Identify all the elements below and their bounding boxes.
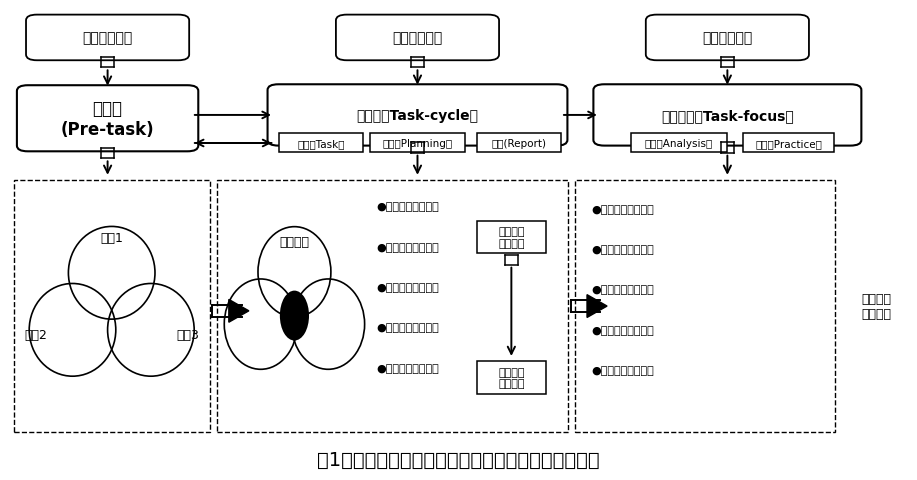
Bar <box>477 134 560 153</box>
Text: 任务环（Task-cycle）: 任务环（Task-cycle） <box>357 108 479 123</box>
Text: 任务聚焦（Task-focus）: 任务聚焦（Task-focus） <box>661 108 794 123</box>
FancyBboxPatch shape <box>26 15 189 61</box>
Bar <box>14 180 210 432</box>
Bar <box>279 134 363 153</box>
Bar <box>477 361 546 394</box>
FancyBboxPatch shape <box>17 86 198 152</box>
Text: 分析（Analysis）: 分析（Analysis） <box>645 139 713 149</box>
Text: 操练（Practice）: 操练（Practice） <box>755 139 822 149</box>
Text: 学生主体作用: 学生主体作用 <box>392 31 443 45</box>
Polygon shape <box>229 300 249 323</box>
Text: 课程3: 课程3 <box>176 328 199 341</box>
Text: 任务（Task）: 任务（Task） <box>297 139 345 149</box>
Ellipse shape <box>280 291 309 341</box>
Text: 任务共享: 任务共享 <box>280 236 309 249</box>
Text: 报告(Report): 报告(Report) <box>492 139 547 149</box>
FancyBboxPatch shape <box>593 85 861 146</box>
Text: 服务课程
场所实践: 服务课程 场所实践 <box>861 292 891 320</box>
Bar <box>575 180 834 432</box>
FancyBboxPatch shape <box>646 15 809 61</box>
Text: ●校外导师任务点评: ●校外导师任务点评 <box>591 365 655 375</box>
FancyBboxPatch shape <box>268 85 568 146</box>
Text: 计划（Planning）: 计划（Planning） <box>382 139 453 149</box>
Text: 小组任务
成果汇报: 小组任务 成果汇报 <box>498 227 525 249</box>
Text: ●分工小组深入研讨: ●分工小组深入研讨 <box>377 363 439 373</box>
Text: ●学生个人任务自评: ●学生个人任务自评 <box>591 204 655 214</box>
Bar <box>217 180 568 432</box>
Bar <box>477 221 546 254</box>
Text: 课程任务
成果共享: 课程任务 成果共享 <box>498 367 525 388</box>
Text: 课程1: 课程1 <box>100 231 123 244</box>
Text: 课程2: 课程2 <box>25 328 48 341</box>
FancyBboxPatch shape <box>336 15 499 61</box>
Text: ●分工小组任务自评: ●分工小组任务自评 <box>591 244 655 254</box>
Text: 反馈测评作用: 反馈测评作用 <box>702 31 753 45</box>
Text: 教师主导作用: 教师主导作用 <box>83 31 133 45</box>
Bar <box>370 134 465 153</box>
Text: ●课堂实践场所调研: ●课堂实践场所调研 <box>377 282 439 292</box>
Text: ●新建任务分工协作: ●新建任务分工协作 <box>377 242 439 252</box>
Text: ●校外导师深度交流: ●校外导师深度交流 <box>377 323 439 333</box>
Text: ●分工小组任务互评: ●分工小组任务互评 <box>591 285 655 295</box>
Polygon shape <box>587 295 607 318</box>
Text: ●前期共享资料研读: ●前期共享资料研读 <box>377 202 439 212</box>
Text: 图1旅游管理专业移动课堂任务共享型教学方法结构图: 图1旅游管理专业移动课堂任务共享型教学方法结构图 <box>317 450 600 468</box>
Bar <box>631 134 727 153</box>
Text: ●任课教师任务整评: ●任课教师任务整评 <box>591 325 655 335</box>
Text: 前任务
(Pre-task): 前任务 (Pre-task) <box>61 100 154 138</box>
Bar <box>743 134 834 153</box>
